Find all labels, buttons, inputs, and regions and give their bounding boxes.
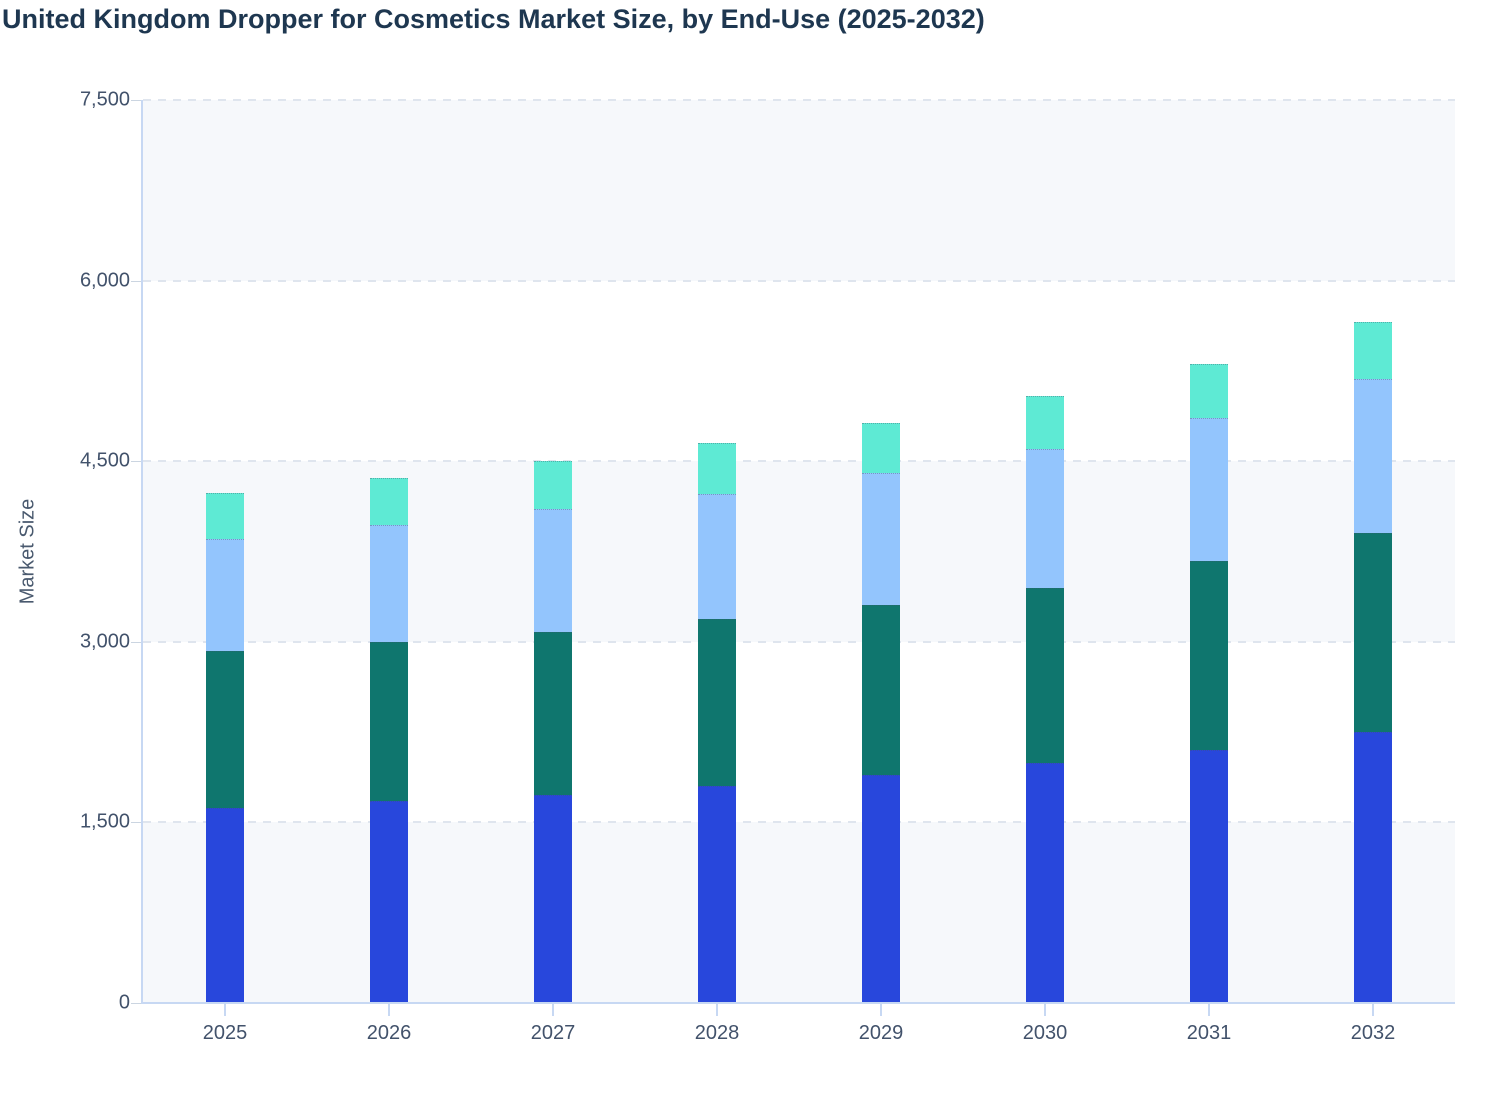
- blue-bottom-segment: [1190, 750, 1228, 1003]
- blue-bottom-segment: [1026, 763, 1064, 1003]
- plot-band: [143, 100, 1455, 281]
- teal-segment: [534, 632, 572, 795]
- x-tick-mark: [1208, 1004, 1210, 1016]
- x-tick-mark: [224, 1004, 226, 1016]
- mint-top-segment: [862, 422, 900, 474]
- x-tick-label: 2026: [366, 1022, 412, 1044]
- y-tick-label: 3,000: [79, 630, 130, 653]
- chart-title: United Kingdom Dropper for Cosmetics Mar…: [2, 4, 985, 34]
- x-tick-mark: [388, 1004, 390, 1016]
- stacked-bar: [206, 492, 244, 1003]
- y-tick-label: 1,500: [79, 810, 130, 833]
- teal-segment: [1354, 533, 1392, 733]
- gridline: [143, 821, 1455, 824]
- mint-top-segment: [1190, 363, 1228, 418]
- teal-segment: [206, 651, 244, 808]
- light-blue-segment: [862, 473, 900, 605]
- plot-area: [143, 99, 1455, 1003]
- x-tick-mark: [716, 1004, 718, 1016]
- x-tick-label: 2025: [202, 1022, 248, 1044]
- gridline: [143, 640, 1455, 643]
- y-tick-label: 6,000: [79, 269, 130, 292]
- x-tick-mark: [1044, 1004, 1046, 1016]
- mint-top-segment: [1026, 396, 1064, 450]
- mint-top-segment: [698, 443, 736, 494]
- stacked-bar: [862, 422, 900, 1003]
- blue-bottom-segment: [370, 800, 408, 1003]
- blue-bottom-segment: [862, 775, 900, 1003]
- y-tick-label: 0: [118, 991, 130, 1014]
- stacked-bar: [1354, 321, 1392, 1003]
- teal-segment: [698, 618, 736, 787]
- y-tick-mark: [131, 461, 141, 463]
- light-blue-segment: [1190, 417, 1228, 562]
- y-tick-label: 7,500: [79, 88, 130, 111]
- x-tick-mark: [880, 1004, 882, 1016]
- plot-band: [143, 280, 1455, 462]
- light-blue-segment: [698, 493, 736, 619]
- mint-top-segment: [370, 478, 408, 526]
- stacked-bar: [370, 478, 408, 1003]
- stacked-bar: [1026, 396, 1064, 1003]
- x-axis-line: [141, 1002, 1455, 1004]
- y-tick-mark: [131, 280, 141, 282]
- x-tick-label: 2031: [1186, 1022, 1232, 1044]
- blue-bottom-segment: [1354, 732, 1392, 1003]
- gridline: [143, 279, 1455, 282]
- light-blue-segment: [206, 539, 244, 652]
- blue-bottom-segment: [698, 786, 736, 1003]
- blue-bottom-segment: [534, 794, 572, 1003]
- mint-top-segment: [206, 492, 244, 540]
- x-tick-label: 2030: [1022, 1022, 1068, 1044]
- teal-segment: [862, 604, 900, 776]
- x-tick-label: 2029: [858, 1022, 904, 1044]
- teal-segment: [1190, 561, 1228, 751]
- teal-segment: [370, 641, 408, 801]
- x-tick-label: 2027: [530, 1022, 576, 1044]
- light-blue-segment: [1026, 449, 1064, 588]
- light-blue-segment: [1354, 379, 1392, 534]
- light-blue-segment: [534, 509, 572, 633]
- y-tick-label: 4,500: [79, 449, 130, 472]
- y-tick-mark: [131, 100, 141, 101]
- mint-top-segment: [534, 461, 572, 510]
- teal-segment: [1026, 587, 1064, 764]
- stacked-bar: [534, 461, 572, 1003]
- gridline: [143, 460, 1455, 463]
- gridline: [143, 99, 1455, 101]
- y-tick-mark: [131, 641, 141, 643]
- x-tick-label: 2032: [1350, 1022, 1396, 1044]
- light-blue-segment: [370, 525, 408, 642]
- y-axis-line: [141, 100, 143, 1003]
- plot-band: [143, 461, 1455, 642]
- y-tick-mark: [131, 822, 141, 824]
- y-tick-mark: [131, 1003, 141, 1004]
- plot-band: [143, 822, 1455, 1003]
- x-tick-mark: [552, 1004, 554, 1016]
- blue-bottom-segment: [206, 807, 244, 1003]
- y-axis-title: Market Size: [16, 498, 39, 605]
- stacked-bar: [1190, 363, 1228, 1003]
- plot-band: [143, 641, 1455, 823]
- mint-top-segment: [1354, 321, 1392, 380]
- x-tick-mark: [1372, 1004, 1374, 1016]
- stacked-bar: [698, 443, 736, 1003]
- x-tick-label: 2028: [694, 1022, 740, 1044]
